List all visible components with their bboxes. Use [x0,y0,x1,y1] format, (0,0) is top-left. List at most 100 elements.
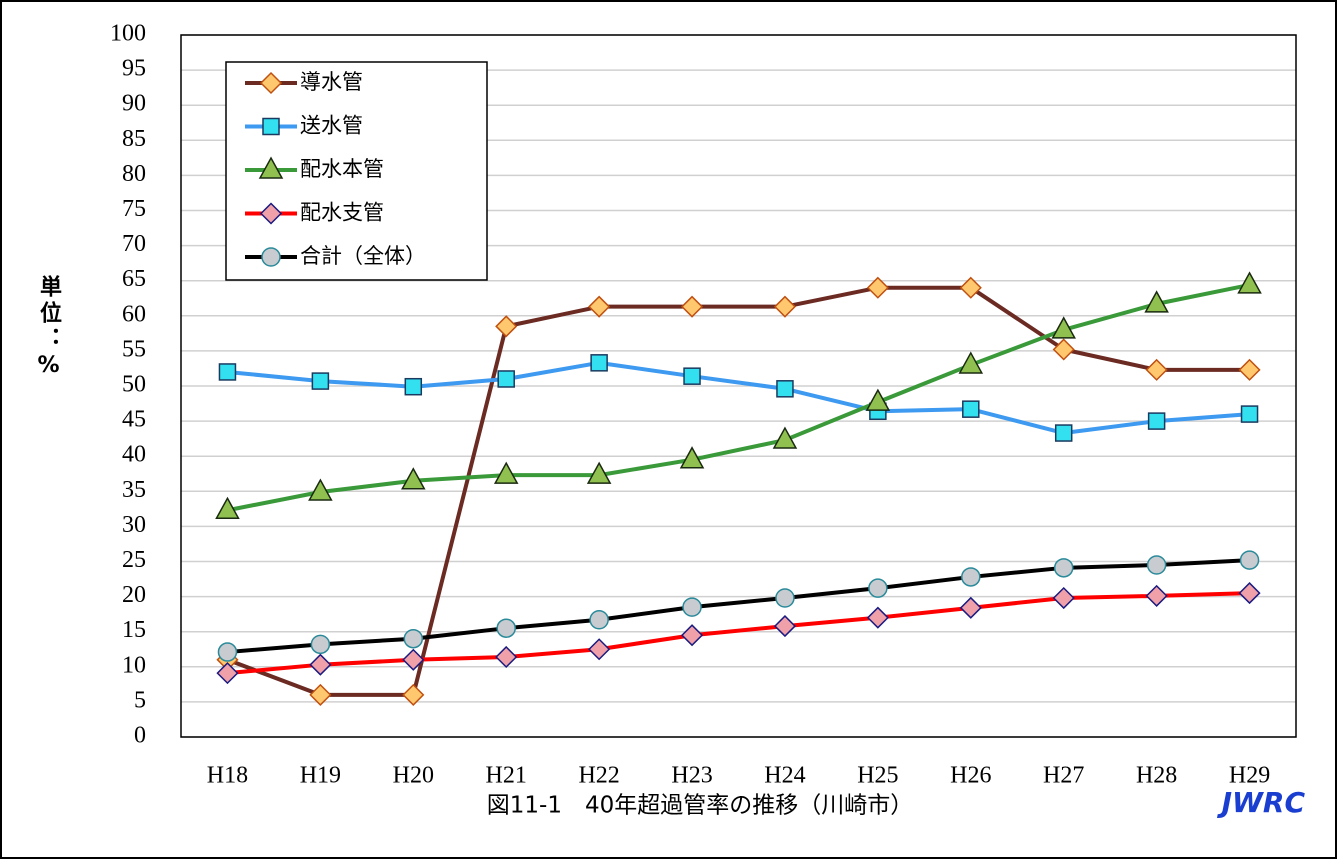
data-point [773,615,797,638]
data-point [215,496,240,520]
series-line [227,558,1250,655]
legend-label: 配水本管 [300,157,384,181]
x-tick-label: H26 [950,763,991,789]
x-tick-label: H18 [207,763,248,789]
data-point [866,276,889,299]
caption: 図11-1 40年超過管率の推移（川崎市） [487,793,913,819]
data-point [775,588,795,608]
data-point [868,578,888,598]
data-point [588,295,611,318]
y-tick-label: 85 [122,126,146,152]
data-point [588,638,611,661]
data-point [217,642,238,662]
y-tick-label: 95 [122,56,146,82]
data-point [679,446,705,469]
data-point [1238,582,1261,605]
x-tick-label: H25 [857,763,898,789]
data-point [1051,316,1076,339]
data-point [1147,412,1166,430]
data-point [1053,558,1074,578]
data-point [772,426,798,449]
data-point [866,606,889,629]
legend-label: 導水管 [300,70,363,94]
brand: JWRC [1217,786,1306,819]
y-tick-label: 0 [134,723,146,749]
data-point [403,628,424,649]
data-point [586,461,612,484]
data-point [496,618,516,638]
data-point [218,363,237,381]
legend-label: 合計（全体） [300,244,426,268]
legend-marker [258,156,284,179]
legend-marker [259,71,283,95]
y-tick-label: 20 [122,582,146,608]
y-tick-label: 100 [110,21,146,47]
data-point [495,315,518,338]
y-tick-label: 75 [122,196,146,222]
x-tick-label: H20 [393,763,434,789]
series-line [227,282,1250,513]
data-point [590,354,608,372]
x-tick-label: H24 [764,763,805,789]
y-tick-label: 80 [122,161,146,187]
data-point [1240,405,1259,423]
data-point [1146,555,1167,575]
y-tick-label: 35 [122,477,146,503]
data-point [1145,584,1168,607]
data-point [1054,424,1073,442]
data-point [216,662,239,685]
data-point [493,461,519,484]
data-point [495,645,518,669]
x-tick-label: H29 [1229,763,1270,789]
data-point [1237,271,1262,294]
data-point [1238,358,1261,381]
data-point [959,596,982,619]
data-point [404,377,423,396]
y-tick-label: 15 [122,617,146,643]
y-axis-label: 単位：% [36,275,61,382]
data-point [309,683,332,706]
data-point [680,624,704,647]
legend-marker [262,117,280,136]
data-point [1052,586,1075,610]
y-tick-label: 5 [134,687,146,713]
x-tick-label: H19 [300,763,341,789]
x-tick-label: H23 [671,763,712,789]
y-tick-label: 65 [122,266,146,292]
data-point [1145,358,1168,381]
y-tick-label: 60 [122,301,146,327]
data-point [1052,338,1075,361]
y-tick-label: 30 [122,512,146,538]
series-line [227,360,1250,436]
data-point [865,388,891,411]
x-tick-label: H21 [486,763,527,789]
data-point [1239,550,1260,570]
series-line [227,591,1250,676]
data-point [776,380,794,398]
data-point [402,683,425,706]
data-point [959,276,982,299]
data-point [311,372,330,390]
data-point [680,295,704,318]
x-tick-label: H22 [578,763,619,789]
y-tick-label: 90 [122,91,146,117]
data-point [961,567,981,587]
y-tick-label: 40 [122,442,146,468]
data-point [958,351,984,374]
y-tick-label: 10 [122,652,146,678]
data-point [401,467,426,490]
data-point [589,610,609,630]
legend-marker [261,247,281,267]
y-tick-label: 70 [122,231,146,257]
data-point [683,367,701,385]
plot-border [180,34,1297,738]
legend-label: 送水管 [300,114,363,138]
data-point [308,478,333,501]
data-point [773,295,797,318]
data-point [309,653,332,676]
y-tick-label: 25 [122,547,146,573]
data-point [310,634,331,655]
data-point [402,648,425,671]
data-point [962,400,980,418]
